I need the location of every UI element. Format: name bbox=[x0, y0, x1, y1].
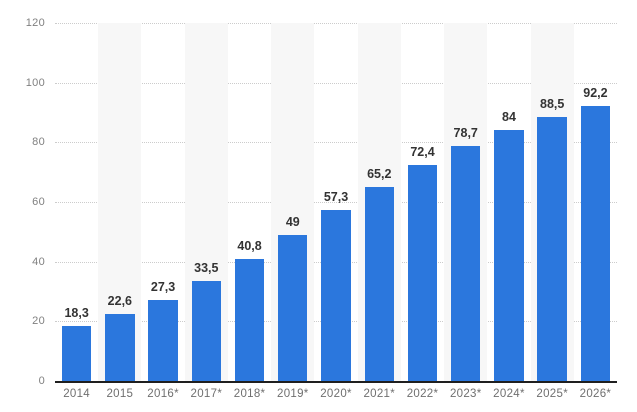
bar-2023[interactable] bbox=[451, 146, 481, 381]
x-tick-label: 2015 bbox=[106, 388, 134, 400]
bar-columns: 18,3 22,6 27,3 33,5 40,8 49 57,3 65,2 72,4 78,7 84… bbox=[55, 23, 617, 381]
bar-value-label: 65,2 bbox=[367, 166, 392, 181]
y-axis: 0 20 40 60 80 100 120 bbox=[0, 17, 45, 387]
bar-value-label: 78,7 bbox=[453, 126, 478, 141]
bar-column: 92,2 bbox=[574, 23, 617, 381]
bar-column: 84 bbox=[487, 23, 530, 381]
bar-2021[interactable] bbox=[364, 186, 394, 381]
bar-2025[interactable] bbox=[537, 116, 567, 381]
bar-value-label: 84 bbox=[502, 110, 516, 125]
bar-column: 49 bbox=[271, 23, 315, 381]
x-tick-label: 2020* bbox=[320, 388, 352, 400]
x-tick-label: 2021* bbox=[363, 388, 396, 400]
bar-value-label: 27,3 bbox=[150, 279, 176, 294]
gridline-y-100 bbox=[55, 82, 617, 84]
y-tick-label: 40 bbox=[32, 255, 45, 268]
bar-column: 65,2 bbox=[357, 23, 401, 381]
x-tick-label: 2024* bbox=[493, 388, 525, 400]
x-tick-label: 2016* bbox=[147, 388, 179, 400]
bar-value-label: 18,3 bbox=[64, 306, 89, 321]
bar-value-label: 33,5 bbox=[194, 261, 219, 276]
x-tick-label: 2017* bbox=[190, 388, 223, 400]
bar-2024[interactable] bbox=[494, 130, 524, 381]
y-tick-label: 0 bbox=[38, 375, 45, 387]
bar-column: 57,3 bbox=[314, 23, 357, 381]
y-tick-label: 20 bbox=[32, 315, 45, 328]
bar-column: 78,7 bbox=[444, 23, 488, 381]
bar-2016[interactable] bbox=[148, 299, 178, 381]
bar-value-label: 49 bbox=[285, 214, 300, 229]
x-tick-label: 2019* bbox=[277, 388, 309, 400]
gridline-y-60 bbox=[55, 202, 617, 203]
bar-2018[interactable] bbox=[234, 259, 265, 381]
x-tick-label: 2023* bbox=[449, 388, 482, 400]
y-tick-label: 120 bbox=[25, 17, 45, 29]
bar-value-label: 72,4 bbox=[410, 145, 435, 160]
plot-area: 18,3 22,6 27,3 33,5 40,8 49 57,3 65,2 72,4 78,7 84… bbox=[55, 23, 617, 383]
gridline-y-120 bbox=[55, 23, 617, 24]
x-tick-label: 2018* bbox=[233, 388, 266, 400]
x-tick-label: 2026* bbox=[579, 388, 612, 400]
x-axis: 2014 2015 2016* 2017* 2018* 2019* 2020* 2021* 20… bbox=[55, 388, 617, 404]
bar-2020[interactable] bbox=[321, 210, 351, 381]
bar-value-label: 40,8 bbox=[237, 239, 262, 254]
bar-2015[interactable] bbox=[105, 313, 135, 381]
bar-2019[interactable] bbox=[278, 234, 308, 381]
bar-2017[interactable] bbox=[191, 281, 221, 381]
bar-column: 27,3 bbox=[141, 23, 184, 381]
gridline-y-80 bbox=[55, 142, 617, 144]
bar-column: 40,8 bbox=[228, 23, 271, 381]
bar-column: 88,5 bbox=[530, 23, 574, 381]
bar-column: 33,5 bbox=[184, 23, 228, 381]
y-tick-label: 80 bbox=[32, 136, 45, 149]
bar-column: 22,6 bbox=[98, 23, 142, 381]
bar-2014[interactable] bbox=[61, 326, 92, 381]
y-tick-label: 60 bbox=[32, 196, 45, 208]
bar-column: 72,4 bbox=[401, 23, 444, 381]
bar-value-label: 92,2 bbox=[583, 85, 608, 100]
bar-2022[interactable] bbox=[407, 165, 438, 381]
bar-value-label: 57,3 bbox=[323, 190, 349, 205]
x-tick-label: 2014 bbox=[63, 388, 91, 400]
x-tick-label: 2022* bbox=[406, 388, 439, 400]
y-tick-label: 100 bbox=[25, 76, 45, 89]
bar-column: 18,3 bbox=[55, 23, 98, 381]
x-tick-label: 2025* bbox=[536, 388, 568, 400]
bar-2026[interactable] bbox=[580, 105, 611, 381]
bar-value-label: 22,6 bbox=[107, 293, 133, 308]
bar-value-label: 88,5 bbox=[540, 96, 565, 111]
